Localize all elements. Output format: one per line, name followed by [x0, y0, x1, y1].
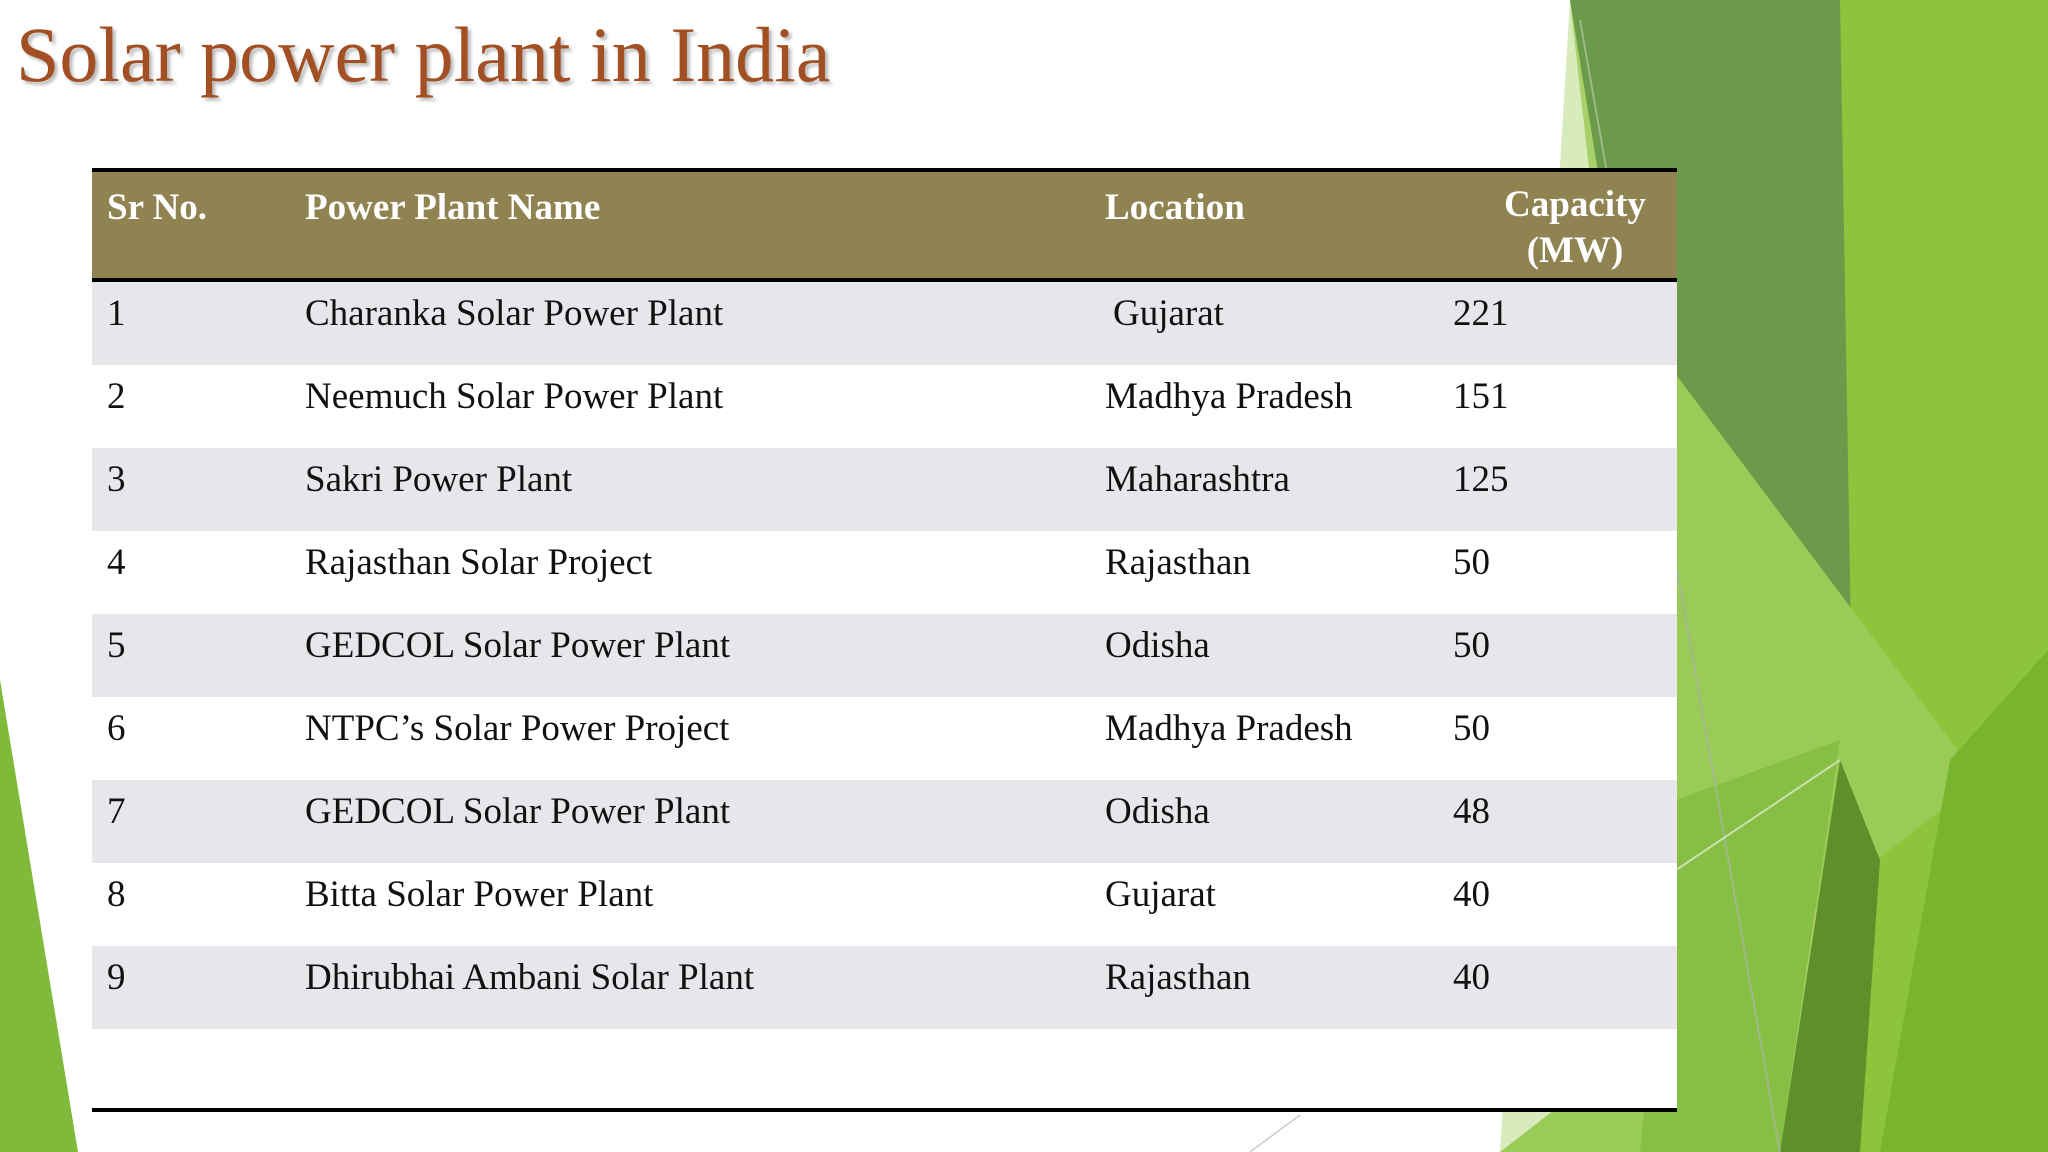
- header-plant-name: Power Plant Name: [305, 187, 601, 228]
- header-sr-no: Sr No.: [107, 187, 208, 228]
- cell-sr: 4: [107, 542, 126, 583]
- table-row: 4 Rajasthan Solar Project Rajasthan 50: [92, 531, 1677, 614]
- cell-sr: 1: [107, 293, 126, 334]
- cell-location: Rajasthan: [1105, 542, 1251, 583]
- cell-sr: 9: [107, 957, 126, 998]
- solar-plants-table: Sr No. Power Plant Name Location Capacit…: [92, 168, 1677, 1112]
- table-row: 7 GEDCOL Solar Power Plant Odisha 48: [92, 780, 1677, 863]
- table-header-row: Sr No. Power Plant Name Location Capacit…: [92, 172, 1677, 282]
- table-row: 8 Bitta Solar Power Plant Gujarat 40: [92, 863, 1677, 946]
- table-row: 6 NTPC’s Solar Power Project Madhya Prad…: [92, 697, 1677, 780]
- header-location: Location: [1105, 187, 1245, 228]
- cell-name: GEDCOL Solar Power Plant: [305, 625, 731, 666]
- table-row: 2 Neemuch Solar Power Plant Madhya Prade…: [92, 365, 1677, 448]
- cell-capacity: 40: [1453, 874, 1490, 915]
- cell-sr: 6: [107, 708, 126, 749]
- cell-name: NTPC’s Solar Power Project: [305, 708, 730, 749]
- cell-capacity: 50: [1453, 708, 1490, 749]
- cell-sr: 5: [107, 625, 126, 666]
- cell-location: Odisha: [1105, 625, 1210, 666]
- cell-sr: 7: [107, 791, 126, 832]
- cell-capacity: 50: [1453, 542, 1490, 583]
- table-body: 1 Charanka Solar Power Plant Gujarat 221…: [92, 282, 1677, 1029]
- cell-capacity: 151: [1453, 376, 1509, 417]
- table-row: 3 Sakri Power Plant Maharashtra 125: [92, 448, 1677, 531]
- cell-capacity: 221: [1453, 293, 1509, 334]
- cell-name: Charanka Solar Power Plant: [305, 293, 724, 334]
- cell-capacity: 40: [1453, 957, 1490, 998]
- table-row: 9 Dhirubhai Ambani Solar Plant Rajasthan…: [92, 946, 1677, 1029]
- cell-capacity: 50: [1453, 625, 1490, 666]
- table-row: 5 GEDCOL Solar Power Plant Odisha 50: [92, 614, 1677, 697]
- cell-location: Gujarat: [1105, 874, 1216, 915]
- cell-name: Bitta Solar Power Plant: [305, 874, 654, 915]
- cell-name: Dhirubhai Ambani Solar Plant: [305, 957, 755, 998]
- cell-name: Neemuch Solar Power Plant: [305, 376, 724, 417]
- cell-location: Madhya Pradesh: [1105, 708, 1353, 749]
- cell-capacity: 48: [1453, 791, 1490, 832]
- cell-capacity: 125: [1453, 459, 1509, 500]
- cell-sr: 3: [107, 459, 126, 500]
- slide-title: Solar power plant in India: [16, 11, 831, 98]
- cell-name: GEDCOL Solar Power Plant: [305, 791, 731, 832]
- cell-location: Odisha: [1105, 791, 1210, 832]
- cell-location: Rajasthan: [1105, 957, 1251, 998]
- cell-name: Rajasthan Solar Project: [305, 542, 653, 583]
- cell-location: Madhya Pradesh: [1105, 376, 1353, 417]
- header-capacity: Capacity (MW): [1504, 184, 1646, 271]
- cell-location: Maharashtra: [1105, 459, 1290, 500]
- table-row: 1 Charanka Solar Power Plant Gujarat 221: [92, 282, 1677, 365]
- cell-sr: 2: [107, 376, 126, 417]
- cell-location: Gujarat: [1113, 293, 1224, 334]
- cell-sr: 8: [107, 874, 126, 915]
- cell-name: Sakri Power Plant: [305, 459, 573, 500]
